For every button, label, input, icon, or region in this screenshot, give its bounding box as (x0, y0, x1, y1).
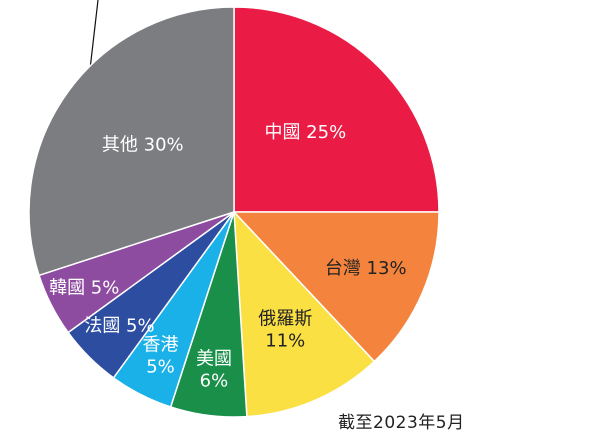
slice-label-line: 中國 25% (264, 122, 346, 143)
slice-label-6: 韓國 5% (49, 277, 119, 298)
slice-label-line: 韓國 5% (49, 277, 119, 298)
pie-slices (28, 6, 440, 418)
pie-slice-0 (233, 6, 440, 213)
slice-label-line: 5% (146, 356, 175, 377)
slice-label-5: 法國 5% (84, 316, 154, 337)
pie-slice-1 (232, 211, 440, 363)
slice-label-1: 台灣 13% (325, 258, 407, 279)
slice-label-line: 11% (265, 331, 305, 352)
slice-label-line: 俄羅斯 (258, 309, 312, 330)
slice-label-line: 美國 (196, 349, 232, 370)
slice-label-line: 台灣 13% (325, 258, 407, 279)
slice-label-line: 其他 30% (102, 135, 184, 156)
slice-label-2: 俄羅斯 11% (258, 309, 312, 352)
pie-slice-7 (28, 6, 235, 277)
slice-label-7: 其他 30% (102, 135, 184, 156)
slice-label-0: 中國 25% (264, 122, 346, 143)
pie-slice-2 (233, 209, 376, 418)
slice-label-3: 美國 6% (196, 349, 232, 392)
pie-labels: 中國 25%台灣 13%俄羅斯 11%美國 6%香港 5%法國 5%韓國 5%其他 3… (49, 122, 406, 392)
slice-label-line: 香港 (142, 334, 178, 355)
date-footnote: 截至2023年5月 (338, 413, 465, 433)
slice-label-4: 香港 5% (142, 334, 178, 377)
slice-label-line: 法國 5% (84, 316, 154, 337)
slice-label-line: 6% (200, 371, 229, 392)
